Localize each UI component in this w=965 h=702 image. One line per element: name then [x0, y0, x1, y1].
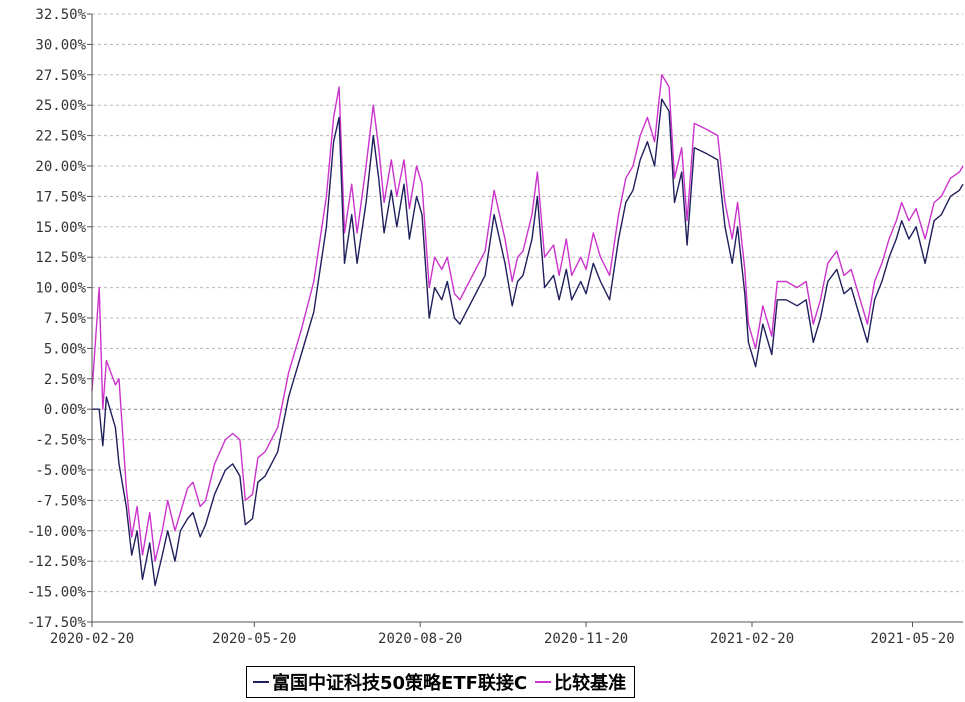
x-tick-label: 2021-05-20 — [870, 631, 954, 647]
y-tick-label: 27.50% — [35, 68, 86, 84]
y-tick-label: 17.50% — [35, 189, 86, 205]
y-tick-label: -12.50% — [27, 554, 87, 570]
y-tick-label: 22.50% — [35, 129, 86, 145]
legend-label-benchmark: 比较基准 — [554, 673, 627, 694]
legend-label-fund: 富国中证科技50策略ETF联接C — [272, 673, 528, 694]
y-tick-label: -17.50% — [27, 615, 87, 631]
x-axis-ticks: 2020-02-20 2020-05-20 2020-08-20 2020-11-20… — [50, 622, 955, 647]
legend: 富国中证科技50策略ETF联接C 比较基准 — [246, 666, 636, 698]
y-tick-label: -15.00% — [27, 585, 87, 601]
series-line-benchmark — [91, 74, 964, 562]
legend-item-fund: 富国中证科技50策略ETF联接C — [253, 669, 527, 695]
y-tick-label: 15.00% — [35, 220, 86, 236]
y-axis-ticks: 32.50% 30.00% 27.50% 25.00% 22.50% 20.00% 17.5… — [27, 7, 92, 631]
y-tick-label: 5.00% — [44, 341, 87, 357]
x-tick-label: 2021-02-20 — [710, 631, 794, 647]
y-tick-label: 12.50% — [35, 250, 86, 266]
legend-swatch-fund — [253, 681, 269, 683]
y-tick-label: -10.00% — [27, 524, 87, 540]
y-tick-label: -5.00% — [35, 463, 86, 479]
y-tick-label: 2.50% — [44, 372, 87, 388]
y-tick-label: -7.50% — [35, 493, 86, 509]
x-tick-label: 2020-08-20 — [378, 631, 462, 647]
x-tick-label: 2020-02-20 — [50, 631, 134, 647]
y-tick-label: 7.50% — [44, 311, 87, 327]
y-tick-label: 10.00% — [35, 281, 86, 297]
x-tick-label: 2020-11-20 — [544, 631, 628, 647]
y-tick-label: 30.00% — [35, 37, 86, 53]
series-line-fund — [92, 98, 964, 587]
x-tick-label: 2020-05-20 — [212, 631, 296, 647]
series-lines — [91, 74, 964, 587]
y-tick-label: 0.00% — [44, 402, 87, 418]
y-tick-label: 32.50% — [35, 7, 86, 23]
gridlines — [92, 13, 963, 593]
legend-swatch-benchmark — [535, 681, 552, 683]
y-tick-label: -2.50% — [35, 433, 86, 449]
legend-item-benchmark: 比较基准 — [535, 669, 626, 695]
y-tick-label: 20.00% — [35, 159, 86, 175]
y-tick-label: 25.00% — [35, 98, 86, 114]
